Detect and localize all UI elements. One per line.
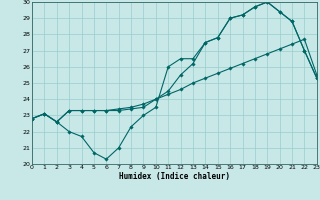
- X-axis label: Humidex (Indice chaleur): Humidex (Indice chaleur): [119, 172, 230, 181]
